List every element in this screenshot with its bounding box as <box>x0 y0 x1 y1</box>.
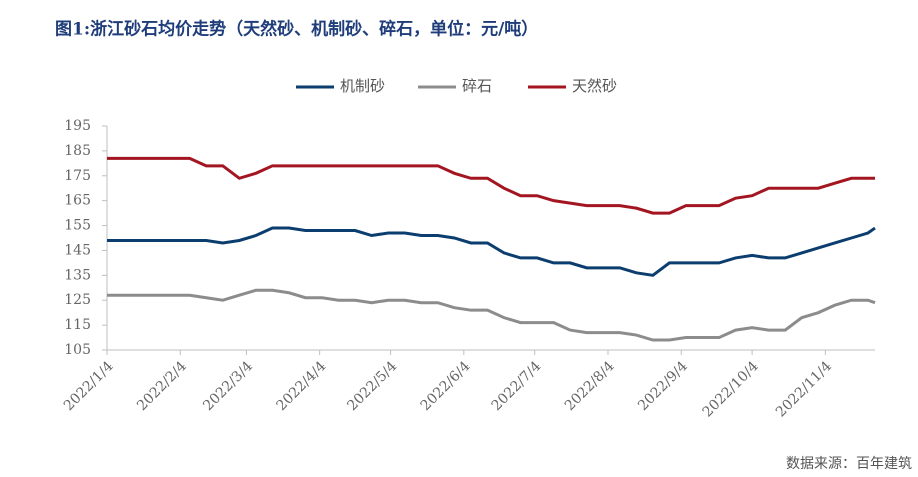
x-tick-label: 2022/1/4 <box>61 358 117 414</box>
x-tick-label: 2022/7/4 <box>489 358 545 414</box>
source-note: 数据来源：百年建筑 <box>786 456 912 472</box>
x-tick-label: 2022/3/4 <box>200 358 256 414</box>
y-tick-label: 155 <box>64 218 91 234</box>
y-tick-label: 175 <box>64 168 91 184</box>
legend-label: 碎石 <box>462 77 492 95</box>
x-tick-label: 2022/9/4 <box>635 358 691 414</box>
legend-label: 机制砂 <box>340 77 385 95</box>
legend-label: 天然砂 <box>572 77 617 95</box>
y-tick-label: 195 <box>64 118 91 134</box>
y-tick-label: 185 <box>64 143 91 159</box>
y-tick-label: 165 <box>64 193 91 209</box>
x-tick-label: 2022/6/4 <box>418 358 474 414</box>
x-tick-label: 2022/2/4 <box>134 358 190 414</box>
y-tick-label: 105 <box>64 342 91 358</box>
line-series <box>107 288 876 342</box>
y-tick-label: 135 <box>64 267 91 283</box>
chart-title: 图1:浙江砂石均价走势（天然砂、机制砂、碎石，单位：元/吨） <box>55 19 538 40</box>
x-tick-label: 2022/10/4 <box>700 358 762 420</box>
x-tick-label: 2022/5/4 <box>344 358 400 414</box>
y-tick-label: 115 <box>64 317 91 333</box>
line-series <box>107 226 876 277</box>
y-tick-label: 125 <box>64 292 91 308</box>
x-tick-label: 2022/4/4 <box>274 358 330 414</box>
line-series <box>107 156 875 215</box>
x-tick-label: 2022/8/4 <box>562 358 618 414</box>
y-tick-label: 145 <box>64 242 91 258</box>
x-tick-label: 2022/11/4 <box>773 358 835 420</box>
